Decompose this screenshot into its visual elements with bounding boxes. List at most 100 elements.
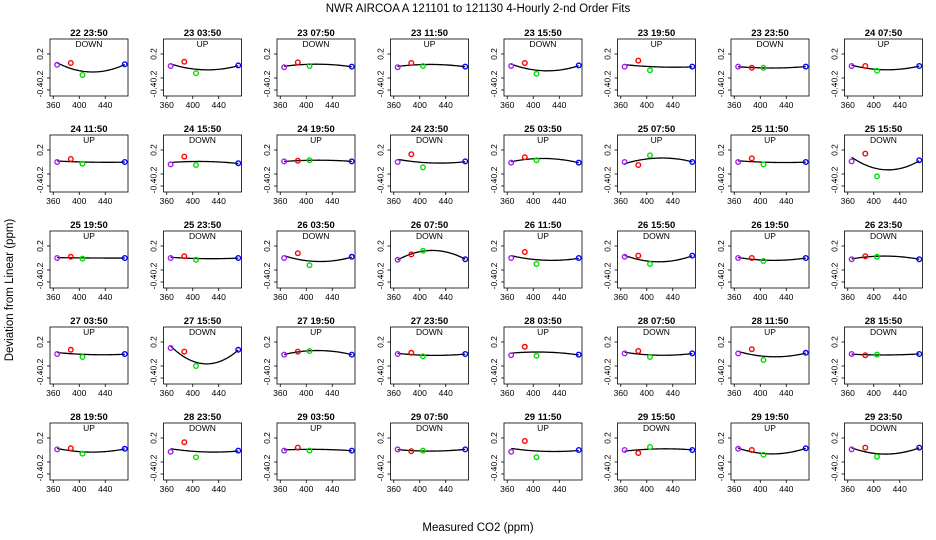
y-tick-label: -0.2 <box>830 166 840 181</box>
x-tick-label: 360 <box>841 484 855 494</box>
fit-curve <box>170 448 239 453</box>
panel-frame <box>276 38 356 97</box>
x-tick-label: 360 <box>614 100 628 110</box>
panel-frame <box>844 134 923 193</box>
data-point <box>760 451 767 458</box>
y-tick-label: -0.4 <box>262 466 272 481</box>
data-point <box>735 254 742 261</box>
y-tick-label: -0.2 <box>35 262 45 277</box>
y-tick-label: 0.2 <box>262 336 272 348</box>
panel-frame <box>49 422 129 481</box>
y-tick-label: 0.2 <box>376 336 386 348</box>
x-tick-label: 360 <box>273 484 287 494</box>
data-point <box>306 157 313 164</box>
panel-label: 29 11:50 <box>525 412 562 423</box>
y-tick-label: 0.2 <box>716 336 726 348</box>
x-tick-label: 360 <box>46 484 60 494</box>
x-tick-label: 400 <box>299 292 313 302</box>
fit-curve <box>511 255 579 261</box>
fit-curve <box>284 159 352 163</box>
x-tick-label: 440 <box>439 196 453 206</box>
data-point <box>67 155 74 162</box>
fit-curve <box>624 351 693 356</box>
y-tick-label: -0.4 <box>603 370 613 385</box>
panel-direction: DOWN <box>870 135 897 145</box>
data-point <box>420 63 427 70</box>
data-point <box>916 444 923 451</box>
y-tick-label: 0.2 <box>35 336 45 348</box>
fit-curve <box>851 353 920 356</box>
fit-curve <box>284 349 352 356</box>
data-point <box>394 256 401 263</box>
panel-direction: UP <box>537 423 549 433</box>
y-tick-label: 0.2 <box>262 432 272 444</box>
panel-direction: DOWN <box>643 423 670 433</box>
panel-frame <box>390 134 469 193</box>
x-tick-label: 440 <box>439 484 453 494</box>
y-tick-label: -0.4 <box>830 274 840 289</box>
panel-direction: DOWN <box>870 231 897 241</box>
panel-label: 23 11:50 <box>411 28 448 39</box>
panel-direction: DOWN <box>643 231 670 241</box>
panel-label: 24 15:50 <box>184 124 222 135</box>
data-point <box>294 348 301 355</box>
x-tick-label: 360 <box>160 196 174 206</box>
panel-frame <box>49 326 129 385</box>
panel-frame <box>276 134 356 193</box>
panel-direction: UP <box>197 39 209 49</box>
x-tick-label: 440 <box>98 388 112 398</box>
y-tick-label: 0.2 <box>35 144 45 156</box>
x-tick-label: 360 <box>160 388 174 398</box>
data-point <box>760 258 767 265</box>
data-point <box>874 453 881 460</box>
x-tick-label: 360 <box>387 100 401 110</box>
y-tick-label: -0.2 <box>716 166 726 181</box>
x-tick-label: 400 <box>753 196 767 206</box>
fit-curve <box>397 249 466 261</box>
x-tick-label: 400 <box>186 100 200 110</box>
y-tick-label: 0.2 <box>603 240 613 252</box>
x-tick-label: 400 <box>867 100 881 110</box>
panel-label: 28 23:50 <box>184 412 222 423</box>
y-tick-label: -0.2 <box>603 166 613 181</box>
fit-curve <box>851 447 920 455</box>
data-point <box>916 351 923 358</box>
data-point <box>408 60 415 67</box>
data-point <box>508 254 515 261</box>
fit-curve <box>284 63 352 68</box>
data-point <box>748 346 755 353</box>
x-tick-label: 400 <box>640 484 654 494</box>
data-point <box>621 253 628 260</box>
y-tick-label: -0.2 <box>489 454 499 469</box>
panel-frame <box>276 326 356 385</box>
x-tick-label: 360 <box>500 292 514 302</box>
y-tick-label: 0.2 <box>830 336 840 348</box>
panel-direction: UP <box>651 135 663 145</box>
fit-curve <box>851 156 920 171</box>
y-tick-label: -0.2 <box>35 454 45 469</box>
data-point <box>521 154 528 161</box>
panel-label: 27 15:50 <box>184 316 222 327</box>
y-tick-label: -0.2 <box>262 70 272 85</box>
y-tick-label: -0.2 <box>489 262 499 277</box>
x-tick-label: 440 <box>552 484 566 494</box>
y-tick-label: 0.2 <box>603 144 613 156</box>
x-tick-label: 400 <box>72 100 86 110</box>
panel-frame <box>163 230 242 289</box>
data-point <box>533 70 540 77</box>
panel-label: 26 15:50 <box>638 220 676 231</box>
panel-label: 25 19:50 <box>70 220 108 231</box>
data-point <box>121 158 128 165</box>
x-tick-label: 440 <box>779 484 793 494</box>
panel-frame <box>503 38 583 97</box>
x-tick-label: 400 <box>72 484 86 494</box>
fit-curve <box>851 64 920 71</box>
y-tick-label: -0.2 <box>262 358 272 373</box>
data-point <box>533 261 540 268</box>
y-tick-label: 0.2 <box>830 432 840 444</box>
